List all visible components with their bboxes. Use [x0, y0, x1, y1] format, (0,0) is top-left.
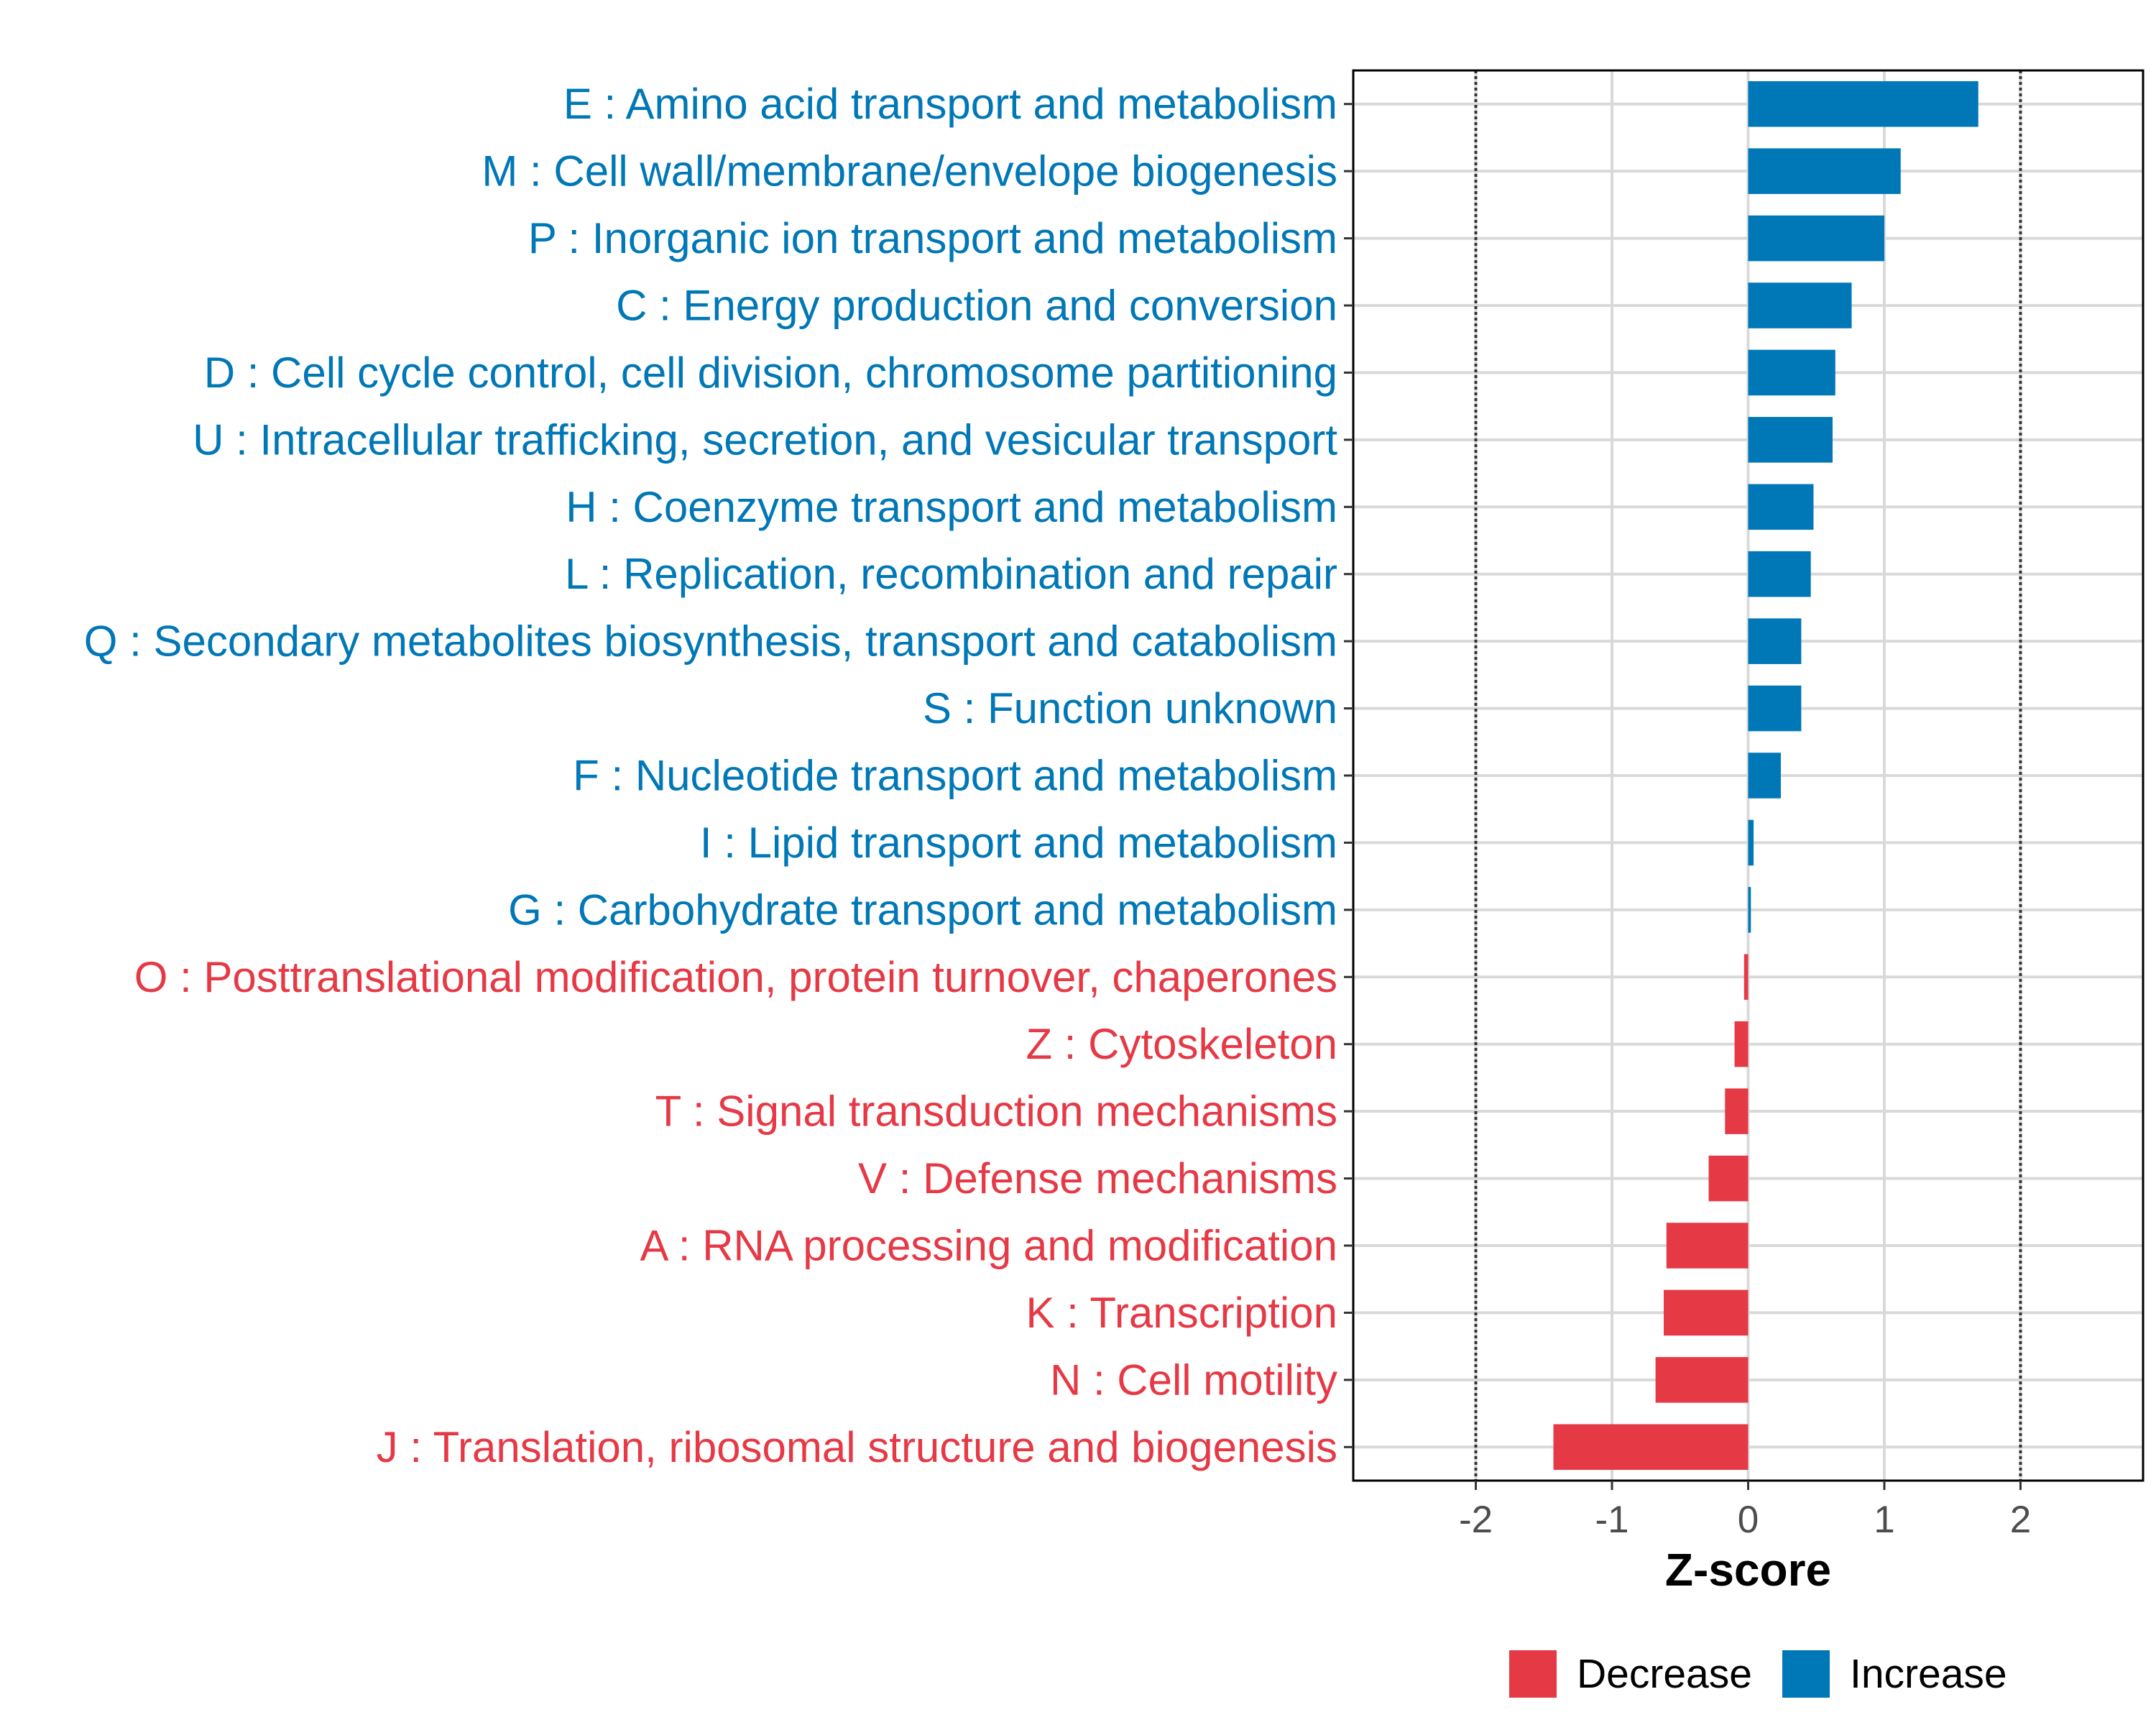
legend-label-decrease: Decrease [1577, 1651, 1752, 1697]
category-label: I : Lipid transport and metabolism [700, 819, 1337, 867]
bar [1748, 753, 1781, 799]
category-label: J : Translation, ribosomal structure and… [377, 1423, 1337, 1471]
category-label: Q : Secondary metabolites biosynthesis, … [84, 617, 1337, 666]
bar [1748, 282, 1852, 328]
x-tick-label: -2 [1459, 1499, 1493, 1541]
category-label: N : Cell motility [1050, 1356, 1337, 1404]
category-label: U : Intracellular trafficking, secretion… [193, 415, 1337, 464]
category-label: O : Posttranslational modification, prot… [134, 953, 1337, 1001]
bar [1666, 1223, 1749, 1269]
x-tick-label: 0 [1738, 1499, 1759, 1541]
bar [1734, 1021, 1749, 1067]
category-label: C : Energy production and conversion [616, 282, 1337, 330]
bar [1748, 148, 1901, 194]
bar [1664, 1289, 1749, 1336]
bar [1748, 887, 1751, 933]
category-label: M : Cell wall/membrane/envelope biogenes… [482, 147, 1337, 196]
y-axis: E : Amino acid transport and metabolism M… [84, 80, 1353, 1471]
bar [1748, 215, 1884, 262]
bar [1655, 1357, 1749, 1403]
bars [1553, 80, 1978, 1471]
bar [1748, 484, 1814, 530]
bar [1748, 349, 1835, 396]
category-label: E : Amino acid transport and metabolism [563, 80, 1337, 128]
category-label: S : Function unknown [923, 684, 1337, 732]
x-axis: -2 -1 0 1 2 [1459, 1481, 2031, 1541]
category-label: Z : Cytoskeleton [1026, 1020, 1337, 1068]
category-label: G : Carbohydrate transport and metabolis… [508, 886, 1337, 934]
x-tick-label: -1 [1595, 1499, 1628, 1541]
category-label: L : Replication, recombination and repai… [565, 550, 1337, 598]
category-label: F : Nucleotide transport and metabolism [573, 752, 1337, 800]
category-label: P : Inorganic ion transport and metaboli… [528, 214, 1337, 262]
bar [1748, 819, 1754, 866]
bar [1748, 551, 1811, 597]
legend-label-increase: Increase [1850, 1651, 2007, 1697]
legend-swatch-decrease [1509, 1650, 1557, 1698]
legend-swatch-increase [1782, 1650, 1830, 1698]
bar [1553, 1424, 1749, 1471]
reference-lines [1474, 70, 2022, 1481]
category-label: T : Signal transduction mechanisms [655, 1087, 1337, 1136]
bar [1748, 618, 1802, 664]
bar [1725, 1088, 1749, 1134]
x-tick-label: 2 [2010, 1499, 2031, 1541]
legend: Decrease Increase [1509, 1650, 2007, 1698]
x-axis-title: Z-score [1665, 1544, 1831, 1596]
bar [1748, 417, 1833, 463]
category-label: A : RNA processing and modification [640, 1222, 1337, 1270]
category-label: K : Transcription [1026, 1289, 1337, 1337]
category-label: D : Cell cycle control, cell division, c… [204, 349, 1337, 397]
x-tick-label: 1 [1874, 1499, 1894, 1541]
bar [1748, 685, 1802, 732]
category-label: V : Defense mechanisms [858, 1154, 1337, 1202]
bar [1743, 954, 1749, 1000]
category-label: H : Coenzyme transport and metabolism [566, 483, 1337, 531]
bar [1708, 1155, 1749, 1202]
bar [1748, 80, 1978, 127]
